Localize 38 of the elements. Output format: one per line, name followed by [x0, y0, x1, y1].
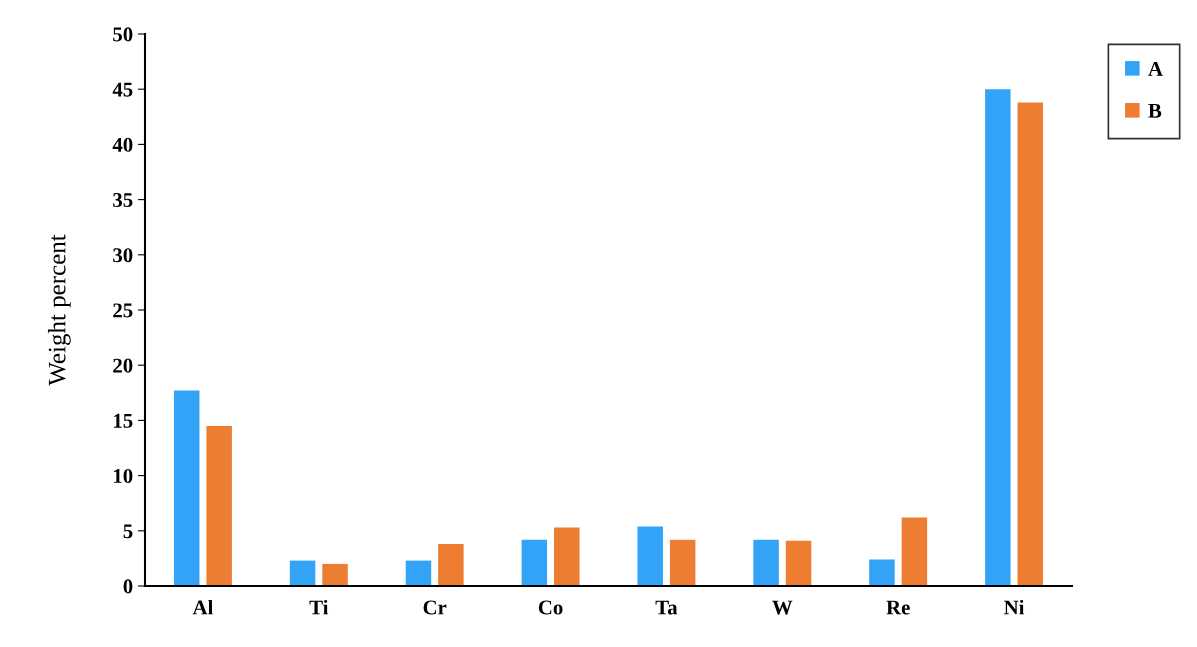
bar [869, 559, 895, 586]
y-tick-label: 10 [114, 468, 133, 484]
legend-label: B [1148, 103, 1162, 118]
bar [438, 544, 464, 586]
x-tick-label: Co [538, 600, 563, 615]
bar [1017, 102, 1044, 586]
y-tick-label: 30 [113, 248, 133, 263]
bar [753, 539, 779, 586]
y-tick-label: 15 [114, 413, 133, 428]
bar [669, 539, 696, 586]
x-tick-label: W [772, 600, 793, 615]
legend-label: A [1148, 61, 1163, 76]
bar [637, 526, 663, 586]
x-tick-label: Cr [423, 600, 447, 615]
y-tick-label: 5 [123, 524, 133, 539]
bar [173, 390, 200, 586]
y-tick-label: 40 [112, 137, 133, 152]
bar [985, 89, 1011, 586]
y-tick-label: 45 [112, 82, 133, 97]
x-tick-label: Al [192, 599, 213, 615]
bar [206, 425, 232, 586]
bar [785, 540, 812, 586]
bar [405, 560, 432, 586]
y-tick-label: 35 [113, 193, 133, 208]
y-tick-label: 20 [113, 358, 133, 373]
x-tick-label: Ta [655, 600, 678, 615]
x-tick-label: Ti [309, 599, 329, 615]
bar [901, 517, 928, 586]
bar [289, 560, 316, 586]
y-tick-label: 25 [113, 303, 133, 318]
x-tick-label: Re [886, 600, 910, 615]
bar [554, 527, 580, 586]
bar [521, 539, 548, 586]
y-axis-title: Weight percent [47, 234, 71, 386]
y-tick-label: 50 [113, 27, 133, 42]
y-tick-label: 0 [123, 579, 133, 594]
x-tick-label: Ni [1004, 599, 1025, 615]
bar [322, 563, 348, 586]
